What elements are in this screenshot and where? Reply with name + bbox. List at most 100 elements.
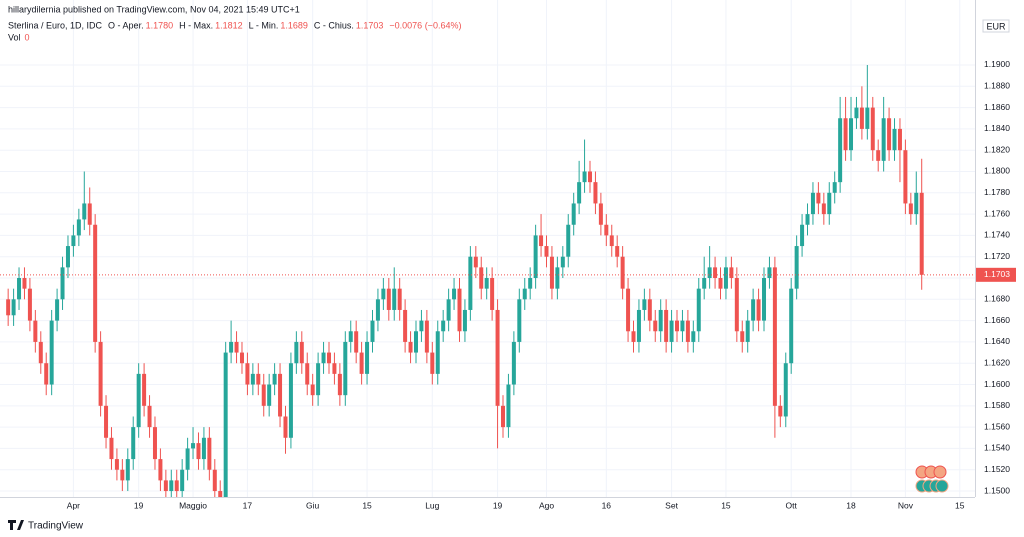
candle-body xyxy=(60,267,65,300)
candle-body xyxy=(163,480,168,492)
candle-body xyxy=(745,320,750,342)
candle-body xyxy=(919,192,924,275)
candle-body xyxy=(506,384,511,428)
candle-body xyxy=(609,235,614,247)
candle-body xyxy=(201,437,206,460)
candle-body xyxy=(631,331,636,342)
candle-body xyxy=(283,416,288,438)
candle-body xyxy=(310,384,315,396)
candle-body xyxy=(365,341,370,374)
brand: TradingView xyxy=(28,521,84,532)
candle-body xyxy=(33,320,38,342)
candle-body xyxy=(326,352,331,364)
y-tick-label: 1.1800 xyxy=(984,166,1010,176)
legend-text: O - Aper. xyxy=(108,20,144,30)
candle-body xyxy=(359,352,364,374)
x-tick-label: 15 xyxy=(362,500,372,510)
candle-body xyxy=(549,256,554,289)
candle-body xyxy=(582,171,587,183)
x-tick-label: Giu xyxy=(306,500,320,510)
candle-body xyxy=(468,256,473,310)
candle-body xyxy=(723,267,728,289)
candle-body xyxy=(131,427,136,460)
candle-body xyxy=(169,480,174,492)
candle-body xyxy=(462,309,467,332)
candle-body xyxy=(196,443,201,460)
candle-body xyxy=(142,373,147,406)
y-tick-label: 1.1880 xyxy=(984,81,1010,91)
x-tick-label: Lug xyxy=(425,500,439,510)
candle-body xyxy=(250,373,255,385)
x-tick-label: 17 xyxy=(243,500,253,510)
candle-body xyxy=(800,224,805,247)
y-tick-label: 1.1840 xyxy=(984,123,1010,133)
candle-body xyxy=(446,299,451,321)
x-tick-label: Apr xyxy=(67,500,80,510)
y-tick-label: 1.1900 xyxy=(984,59,1010,69)
candle-body xyxy=(44,363,49,385)
candle-body xyxy=(288,363,293,438)
candle-body xyxy=(76,219,81,236)
candle-body xyxy=(441,320,446,332)
y-tick-label: 1.1580 xyxy=(984,400,1010,410)
candle-body xyxy=(386,288,391,310)
candle-body xyxy=(881,118,886,161)
candle-body xyxy=(816,192,821,204)
candle-body xyxy=(218,491,223,497)
candle-body xyxy=(604,224,609,236)
candle-body xyxy=(696,288,701,332)
candle-body xyxy=(544,246,549,257)
candle-body xyxy=(413,331,418,353)
candle-body xyxy=(593,182,598,204)
y-tick-label: 1.1640 xyxy=(984,336,1010,346)
candle-body xyxy=(305,363,310,385)
candle-body xyxy=(354,331,359,353)
legend-text: −0.0076 (−0.64%) xyxy=(389,20,461,30)
candle-body xyxy=(838,118,843,183)
candle-body xyxy=(473,256,478,268)
grid xyxy=(0,0,975,497)
candle-body xyxy=(914,192,919,215)
candle-body xyxy=(903,150,908,204)
candle-body xyxy=(397,288,402,310)
candle-body xyxy=(484,278,489,289)
candle-body xyxy=(392,288,397,310)
legend-text: 1.1780 xyxy=(146,20,174,30)
candle-body xyxy=(180,469,185,492)
candle-body xyxy=(185,448,190,470)
y-tick-label: 1.1680 xyxy=(984,294,1010,304)
candle-body xyxy=(772,267,777,406)
candle-body xyxy=(636,309,641,342)
candle-body xyxy=(718,278,723,289)
candle-body xyxy=(452,288,457,300)
candle-body xyxy=(49,320,54,385)
candle-body xyxy=(740,331,745,342)
candle-body xyxy=(669,320,674,342)
y-tick-label: 1.1540 xyxy=(984,443,1010,453)
candle-body xyxy=(191,443,196,449)
candle-body xyxy=(778,405,783,417)
x-tick-label: Ago xyxy=(539,500,554,510)
y-tick-label: 1.1600 xyxy=(984,379,1010,389)
candle-body xyxy=(408,341,413,353)
candle-body xyxy=(11,299,16,316)
candle-body xyxy=(577,182,582,204)
last-price-label: 1.1703 xyxy=(984,269,1010,279)
y-tick-label: 1.1720 xyxy=(984,251,1010,261)
candle-body xyxy=(174,480,179,492)
candle-body xyxy=(17,278,22,300)
y-tick-label: 1.1740 xyxy=(984,230,1010,240)
legend-text: H - Max. xyxy=(179,20,213,30)
candle-body xyxy=(691,331,696,342)
y-tick-label: 1.1820 xyxy=(984,144,1010,154)
candle-body xyxy=(403,309,408,342)
candle-body xyxy=(98,341,103,406)
candle-body xyxy=(615,246,620,257)
candle-body xyxy=(332,363,337,374)
candle-body xyxy=(490,278,495,310)
y-tick-label: 1.1780 xyxy=(984,187,1010,197)
last-price-box xyxy=(976,267,1016,282)
candle-body xyxy=(598,203,603,225)
candle-body xyxy=(6,299,11,316)
candle-body xyxy=(533,235,538,279)
